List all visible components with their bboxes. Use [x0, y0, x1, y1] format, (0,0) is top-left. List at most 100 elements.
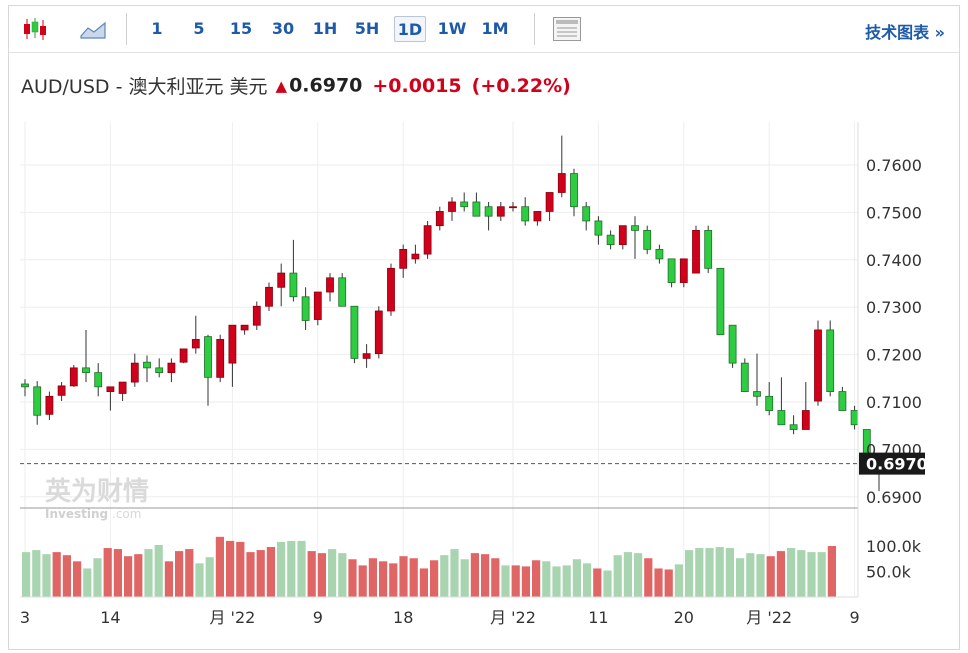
watermark-sub2: .com [112, 507, 141, 521]
area-chart-icon[interactable] [79, 16, 107, 42]
candlestick-chart-icon[interactable] [21, 16, 49, 42]
volume-bar [215, 536, 224, 597]
candle-body [423, 225, 432, 255]
volume-bar [603, 570, 612, 597]
volume-layer [22, 536, 836, 597]
candle-body [777, 410, 786, 426]
interval-5h-button[interactable]: 5H [354, 19, 380, 38]
volume-bar [685, 550, 694, 597]
candle-body [509, 206, 517, 209]
volume-bar [297, 540, 306, 597]
candle-body [118, 381, 127, 394]
candle-body [33, 386, 42, 416]
indicator-panel-icon[interactable] [552, 16, 582, 42]
candle-body [301, 296, 310, 321]
volume-bar [144, 549, 153, 597]
volume-bar [124, 556, 133, 597]
candles-layer [21, 135, 883, 492]
volume-bar [715, 547, 724, 597]
volume-bar [481, 554, 490, 597]
volume-bar [195, 563, 204, 597]
candle-body [448, 201, 456, 212]
candle-body [240, 324, 249, 331]
interval-1mo-button[interactable]: 1M [481, 19, 509, 38]
volume-bar [256, 550, 265, 597]
candle-body [533, 211, 542, 222]
candle-body [826, 329, 835, 392]
last-price-tag-label: 0.6970 [866, 455, 928, 474]
technical-chart-link[interactable]: 技术图表 » [865, 23, 945, 42]
candle-body [289, 272, 298, 298]
watermark-sub: Investing [45, 507, 108, 521]
price-tick-label: 0.7300 [866, 298, 922, 317]
chart-widget: 1 5 15 30 1H 5H 1D 1W 1M 技术图表 » AUD/USD … [8, 5, 960, 650]
volume-bar [756, 554, 765, 597]
candle-body [387, 267, 395, 312]
interval-5m-button[interactable]: 5 [193, 19, 205, 38]
volume-bar [52, 552, 61, 597]
candle-body [704, 230, 713, 269]
volume-bar [226, 540, 235, 597]
candle-body [484, 206, 493, 217]
watermark-brand: 英为财情 [45, 477, 149, 507]
candle-body [204, 336, 212, 378]
quote-header: AUD/USD - 澳大利亚元 美元 ▲ 0.6970 +0.0015 (+0.22%) [21, 72, 571, 100]
candle-body [631, 225, 639, 231]
candle-body [362, 353, 371, 359]
interval-1d-button[interactable]: 1D [394, 16, 426, 42]
candle-body [814, 329, 822, 402]
volume-bar [42, 554, 51, 597]
volume-bar [511, 565, 520, 597]
candle-body [789, 424, 798, 430]
interval-15m-button[interactable]: 15 [229, 19, 253, 38]
price-tick-label: 0.7200 [866, 346, 922, 365]
interval-1h-button[interactable]: 1H [312, 19, 338, 38]
volume-bar [379, 561, 388, 597]
price-change: +0.0015 [372, 74, 462, 97]
interval-1w-button[interactable]: 1W [437, 19, 467, 38]
candle-body [472, 201, 481, 217]
candle-body [155, 367, 164, 374]
chart-axes: 0.76000.75000.74000.73000.72000.71000.70… [20, 122, 928, 627]
volume-tick-label: 50.0k [866, 563, 912, 582]
candle-body [557, 173, 566, 193]
candle-body [679, 258, 688, 283]
interval-1m-button[interactable]: 1 [151, 19, 163, 38]
volume-bar [113, 549, 122, 597]
volume-bar [470, 553, 479, 597]
time-tick-label: 14 [100, 608, 120, 627]
volume-bar [164, 561, 173, 597]
candle-body [265, 286, 273, 307]
candle-body [106, 386, 115, 392]
investing-watermark: 英为财情 Investing .com [45, 477, 149, 521]
candle-body [228, 324, 237, 364]
price-change-percent: (+0.22%) [471, 74, 571, 97]
candle-body [728, 324, 737, 364]
volume-bar [266, 547, 275, 597]
volume-bar [787, 548, 796, 597]
volume-bar [460, 559, 469, 597]
candle-body [570, 173, 578, 208]
volume-bar [103, 548, 112, 597]
last-price: 0.6970 [289, 74, 363, 97]
candle-body [606, 234, 615, 246]
candle-body [692, 230, 700, 274]
volume-bar [817, 552, 826, 597]
volume-bar [73, 561, 82, 597]
volume-bar [736, 558, 745, 597]
candle-body [277, 272, 286, 288]
interval-30m-button[interactable]: 30 [271, 19, 295, 38]
volume-bar [93, 558, 102, 597]
candle-body [350, 305, 359, 359]
volume-bar [613, 555, 622, 597]
candle-body [643, 230, 652, 250]
candle-body [167, 362, 176, 374]
volume-bar [328, 549, 337, 597]
volume-bar [358, 565, 367, 597]
candle-body [326, 277, 334, 293]
volume-bar [654, 568, 663, 597]
volume-bar [430, 560, 439, 597]
volume-bar [776, 551, 785, 597]
volume-bar [552, 566, 561, 597]
